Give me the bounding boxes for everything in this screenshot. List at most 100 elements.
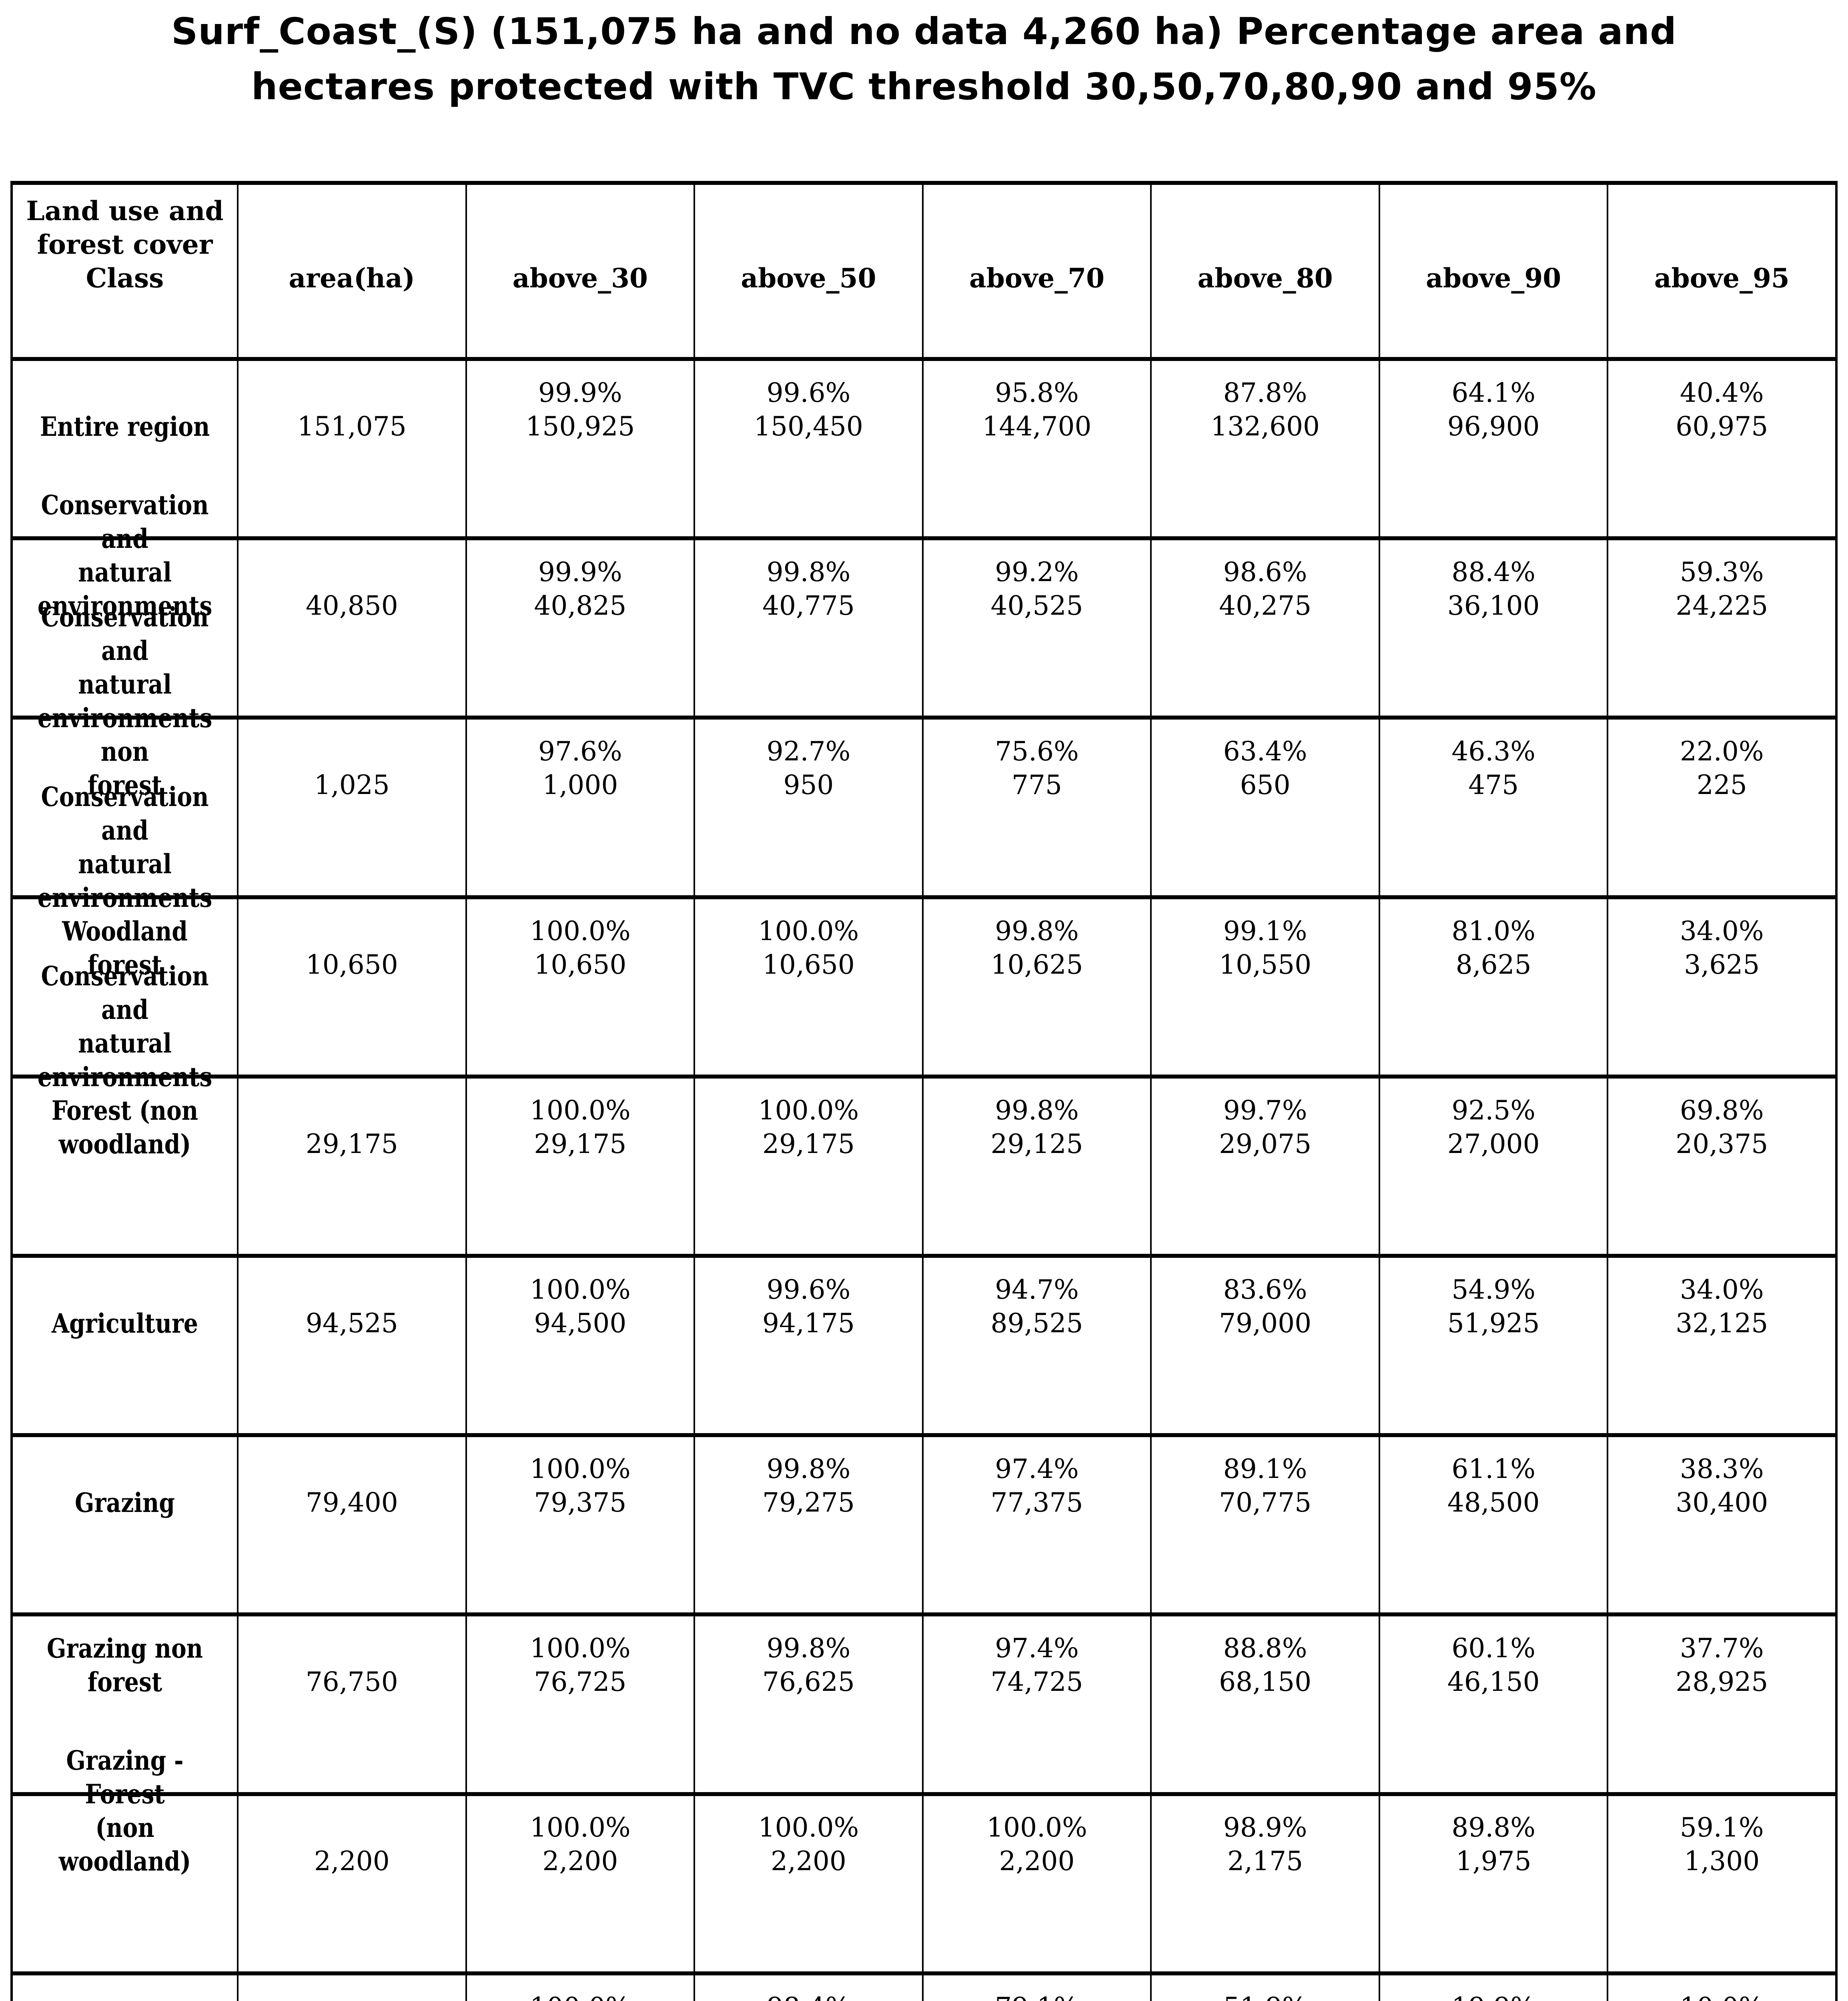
- percent-value: 99.1%: [1223, 915, 1307, 946]
- value-stack: 37.7% 28,925: [1611, 1632, 1832, 1699]
- value-cell: 64.1% 96,900: [1378, 361, 1607, 537]
- percent-value: 60.1%: [1451, 1633, 1536, 1664]
- value-stack: 94.7% 89,525: [927, 1273, 1147, 1340]
- value-cell: 99.8% 10,625: [922, 899, 1150, 1075]
- hectares-value: 2,200: [542, 1846, 618, 1877]
- area-cell: 151,075: [237, 361, 465, 537]
- class-label: Conservation and natural environments Wo…: [37, 781, 212, 980]
- percent-value: 100.0%: [530, 1274, 631, 1305]
- value-stack: 22.0% 225: [1611, 735, 1832, 802]
- value-cell: 60.1% 46,150: [1378, 1616, 1607, 1792]
- value-cell: 98.4%13,750: [694, 1975, 922, 2001]
- value-stack: 100.0% 10,650: [698, 914, 919, 982]
- class-cell: Conservation and natural environments no…: [13, 602, 237, 895]
- hectares-value: 28,925: [1676, 1666, 1768, 1698]
- area-cell: 2,200: [237, 1796, 465, 1971]
- table-row: Grazing non forest 76,750 100.0% 76,725 99.8…: [13, 1612, 1835, 1792]
- area-cell: 94,525: [237, 1257, 465, 1434]
- hectares-value: 29,175: [762, 1128, 855, 1159]
- value-stack: 100.0% 2,200: [698, 1811, 919, 1878]
- value-cell: 61.1% 48,500: [1378, 1437, 1607, 1613]
- hectares-value: 150,450: [754, 411, 863, 442]
- value-cell: 37.7% 28,925: [1607, 1616, 1835, 1792]
- area-cell: 13,975: [237, 1975, 465, 2001]
- percent-value: 34.0%: [1680, 1274, 1764, 1305]
- value-stack: 99.9% 150,925: [470, 376, 691, 443]
- hectares-value: 36,100: [1447, 590, 1540, 622]
- table-header-row: Land use and forest cover Class area(ha) a…: [13, 185, 1835, 357]
- percent-value: 64.1%: [1451, 377, 1536, 408]
- hectares-value: 89,525: [990, 1307, 1083, 1339]
- value-stack: 99.9% 40,825: [470, 555, 691, 623]
- value-cell: 34.0% 3,625: [1607, 899, 1835, 1075]
- value-stack: 99.6% 150,450: [698, 376, 919, 443]
- class-cell: Entire region: [13, 361, 237, 536]
- class-label: Entire region: [40, 411, 210, 442]
- page-title: Surf_Coast_(S) (151,075 ha and no data 4…: [171, 10, 1677, 108]
- value-stack: 34.0% 3,625: [1611, 914, 1832, 982]
- percent-value: 59.3%: [1680, 557, 1764, 588]
- value-stack: 87.8% 132,600: [1155, 376, 1375, 443]
- value-stack: 63.4% 650: [1155, 735, 1375, 802]
- table-row: Agriculture 94,525 100.0% 94,500 99.6% 94,175…: [13, 1253, 1835, 1434]
- percent-value: 95.8%: [995, 377, 1079, 408]
- value-cell: 100.0% 10,650: [694, 899, 922, 1075]
- value-cell: 69.8% 20,375: [1607, 1078, 1835, 1254]
- class-label: Conservation and natural environments no…: [37, 602, 212, 801]
- hectares-value: 2,200: [770, 1846, 846, 1877]
- value-stack: 98.6% 40,275: [1155, 555, 1375, 623]
- class-label: Conservation and natural environments: [37, 489, 212, 622]
- hectares-value: 2,175: [1227, 1846, 1303, 1877]
- hectares-value: 94,175: [762, 1307, 855, 1339]
- hectares-value: 8,625: [1455, 949, 1531, 980]
- header-label: above_30: [512, 263, 648, 294]
- value-cell: 100.0% 2,200: [465, 1796, 694, 1971]
- class-label: Grazing: [75, 1487, 175, 1519]
- area-cell: 79,400: [237, 1437, 465, 1613]
- table-row: Conservation and natural environments 40,…: [13, 489, 1835, 716]
- area-cell: 76,750: [237, 1616, 465, 1792]
- hectares-value: 24,225: [1676, 590, 1768, 622]
- percent-value: 69.8%: [1680, 1095, 1764, 1126]
- value-cell: 100.0% 10,650: [465, 899, 694, 1075]
- percent-value: 46.3%: [1451, 736, 1536, 767]
- hectares-value: 29,125: [990, 1128, 1083, 1159]
- hectares-value: 77,375: [990, 1487, 1083, 1518]
- area-cell: 40,850: [237, 540, 465, 716]
- value-cell: 88.4% 36,100: [1378, 540, 1607, 716]
- area-cell: 29,175: [237, 1078, 465, 1254]
- value-stack: 92.5% 27,000: [1383, 1094, 1604, 1161]
- value-stack: 83.6% 79,000: [1155, 1273, 1375, 1340]
- header-label: above_90: [1426, 263, 1561, 294]
- header-cell: above_70: [922, 185, 1150, 357]
- hectares-value: 20,375: [1676, 1128, 1768, 1159]
- hectares-value: 10,650: [762, 949, 855, 980]
- header-cell: above_90: [1378, 185, 1607, 357]
- area-value: 94,525: [305, 1307, 398, 1339]
- value-stack: 99.7% 29,075: [1155, 1094, 1375, 1161]
- hectares-value: 40,525: [990, 590, 1083, 622]
- value-stack: 100.0% 2,200: [470, 1811, 691, 1878]
- value-cell: 89.1% 70,775: [1150, 1437, 1379, 1613]
- value-stack: 100.0% 10,650: [470, 914, 691, 982]
- value-stack: 97.6% 1,000: [470, 735, 691, 802]
- percent-value: 100.0%: [758, 1095, 859, 1126]
- value-cell: 10.0%1,400: [1607, 1975, 1835, 2001]
- value-stack: 95.8% 144,700: [927, 376, 1147, 443]
- value-stack: 100.0% 29,175: [698, 1094, 919, 1161]
- value-cell: 54.9% 51,925: [1378, 1257, 1607, 1434]
- area-value: 10,650: [305, 949, 398, 980]
- hectares-value: 40,825: [534, 590, 627, 622]
- hectares-value: 650: [1240, 770, 1291, 801]
- value-stack: 100.0% 2,200: [927, 1811, 1147, 1878]
- hectares-value: 96,900: [1447, 411, 1540, 442]
- value-cell: 38.3% 30,400: [1607, 1437, 1835, 1613]
- value-cell: 88.8% 68,150: [1150, 1616, 1379, 1792]
- hectares-value: 40,775: [762, 590, 855, 622]
- hectares-value: 950: [783, 770, 834, 801]
- value-cell: 98.6% 40,275: [1150, 540, 1379, 716]
- value-cell: 97.6% 1,000: [465, 720, 694, 895]
- percent-value: 100.0%: [758, 1812, 859, 1843]
- class-cell: Grazing non forest: [13, 1616, 237, 1792]
- percent-value: 38.3%: [1680, 1454, 1764, 1485]
